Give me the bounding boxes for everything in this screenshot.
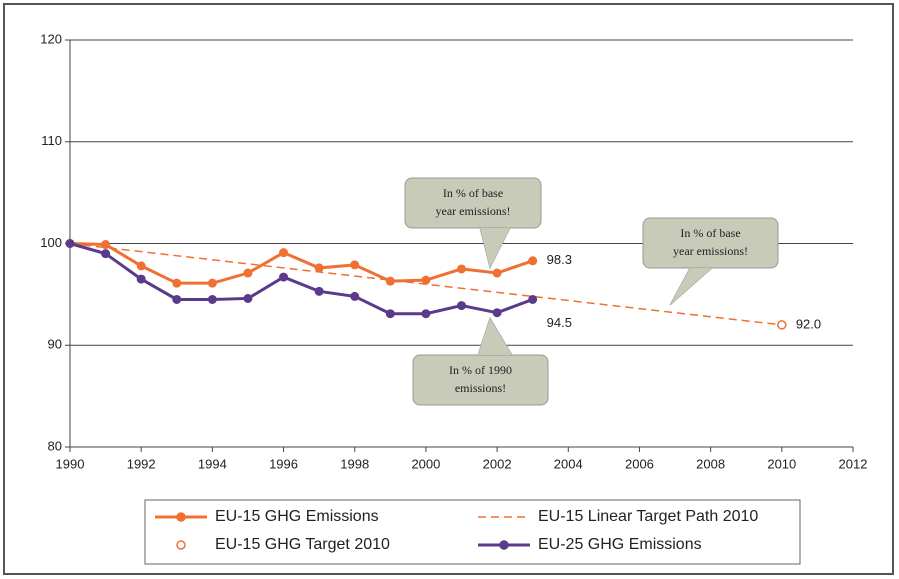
data-point — [136, 261, 146, 271]
legend-label: EU-15 Linear Target Path 2010 — [538, 508, 758, 525]
callout-text: emissions! — [455, 381, 506, 395]
x-tick-label: 1994 — [198, 456, 227, 471]
data-point — [172, 294, 182, 304]
data-point — [207, 278, 217, 288]
data-point — [279, 272, 289, 282]
legend-box — [144, 499, 801, 565]
callout-text: In % of base — [443, 186, 503, 200]
data-point — [457, 264, 466, 274]
callout-text: In % of base — [680, 226, 740, 240]
data-point — [65, 239, 75, 248]
x-tick-label: 2008 — [696, 456, 725, 471]
data-point — [528, 256, 538, 266]
legend-label: EU-25 GHG Emissions — [538, 536, 702, 553]
data-point — [136, 274, 146, 284]
x-tick-label: 2012 — [839, 456, 868, 471]
chart-frame — [3, 3, 894, 575]
data-point — [314, 286, 324, 296]
y-tick-label: 120 — [40, 31, 62, 46]
y-tick-label: 110 — [41, 133, 62, 148]
callout: In % of 1990 emissions! — [412, 316, 549, 406]
data-point — [492, 268, 502, 278]
legend-marker — [499, 540, 509, 550]
data-point — [207, 294, 217, 304]
legend-marker — [176, 540, 186, 550]
data-point — [777, 320, 787, 330]
data-point — [172, 278, 182, 288]
data-point — [350, 260, 360, 270]
data-point — [279, 248, 289, 258]
series-line — [69, 242, 534, 285]
legend-marker — [176, 512, 186, 522]
data-point — [528, 294, 538, 304]
data-point — [101, 240, 111, 250]
data-point — [421, 309, 431, 319]
callout-text: In % of 1990 — [449, 363, 512, 377]
data-point — [243, 268, 253, 278]
data-point — [314, 263, 324, 273]
callout-box — [404, 177, 542, 229]
x-tick-label: 1990 — [56, 456, 85, 471]
data-point — [421, 275, 431, 285]
series-line — [69, 242, 534, 316]
y-tick-label: 90 — [48, 337, 62, 352]
y-tick-label: 80 — [48, 438, 62, 453]
x-tick-label: 2006 — [625, 456, 654, 471]
callout-join — [478, 318, 512, 355]
series-line — [69, 242, 782, 326]
callout-join — [480, 228, 510, 268]
x-tick-label: 1992 — [127, 456, 156, 471]
x-tick-label: 1996 — [269, 456, 298, 471]
data-label: 98.3 — [547, 252, 572, 267]
y-tick-label: 100 — [40, 235, 62, 250]
data-point — [350, 291, 360, 301]
callout: In % of base year emissions! — [642, 217, 779, 306]
x-tick-label: 2004 — [554, 456, 583, 471]
data-point — [101, 249, 111, 259]
x-tick-label: 1998 — [340, 456, 369, 471]
x-tick-label: 2010 — [767, 456, 796, 471]
callout-join — [670, 268, 712, 305]
callout-text: year emissions! — [673, 244, 748, 258]
data-point — [243, 293, 253, 303]
callout: In % of base year emissions! — [404, 177, 542, 270]
data-point — [492, 308, 502, 318]
data-point — [385, 309, 395, 319]
data-label: 92.0 — [796, 316, 821, 331]
legend-label: EU-15 GHG Emissions — [215, 508, 379, 525]
legend-label: EU-15 GHG Target 2010 — [215, 536, 390, 553]
data-label: 94.5 — [547, 315, 572, 330]
x-tick-label: 2002 — [483, 456, 512, 471]
x-tick-label: 2000 — [411, 456, 440, 471]
callout-text: year emissions! — [436, 204, 511, 218]
data-point — [457, 301, 466, 311]
